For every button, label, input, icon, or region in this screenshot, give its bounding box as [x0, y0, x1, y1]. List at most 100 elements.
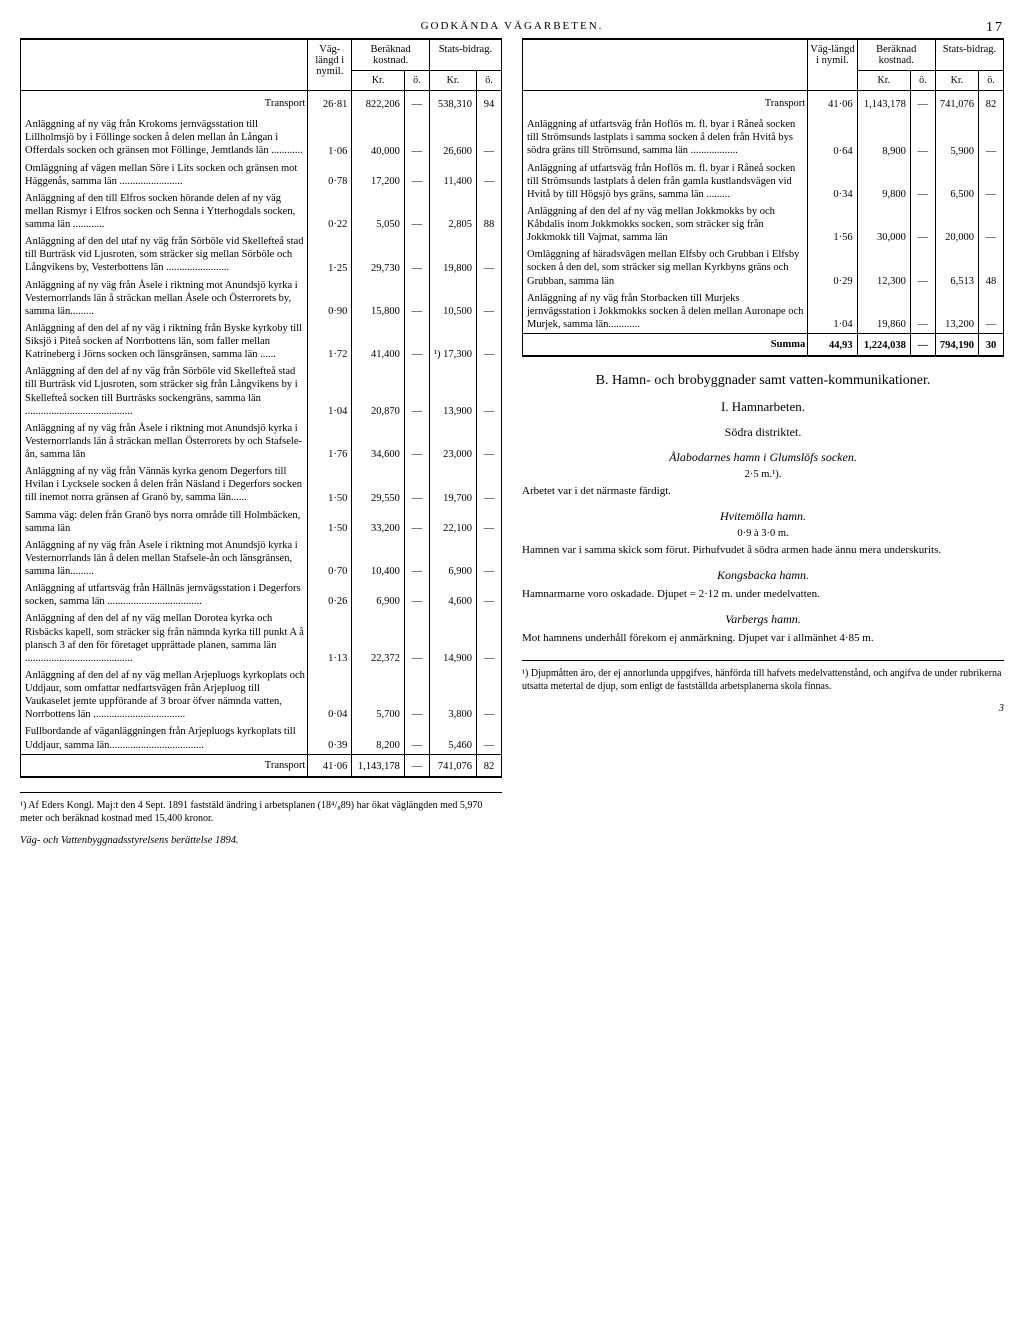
row-len: 1·76 — [308, 420, 352, 463]
row-cost-o: — — [404, 320, 429, 363]
row-grant-kr: 19,700 — [429, 463, 476, 506]
row-grant-o: — — [477, 363, 502, 420]
row-len: 0·39 — [308, 723, 352, 754]
row-len: 0·04 — [308, 667, 352, 724]
th-ore: ö. — [910, 71, 935, 91]
row-cost-kr: 12,300 — [857, 246, 910, 289]
th-grant: Stats-bidrag. — [935, 39, 1003, 71]
row-cost-kr: 10,400 — [352, 537, 404, 580]
row-grant-kr: 10,500 — [429, 277, 476, 320]
row-desc: Samma väg: delen från Granö bys norra om… — [21, 507, 308, 537]
row-len: 1·04 — [808, 290, 857, 334]
row-desc: Anläggning af ny väg från Krokoms jernvä… — [21, 116, 308, 159]
row-cost-o: — — [404, 537, 429, 580]
row-grant-kr: 20,000 — [935, 203, 978, 246]
row-cost-kr: 41,400 — [352, 320, 404, 363]
row-grant-o: — — [477, 233, 502, 276]
row-desc: Anläggning af utfartsväg från Hoflös m. … — [523, 116, 808, 159]
row-desc: Anläggning af den del utaf ny väg från S… — [21, 233, 308, 276]
row-cost-kr: 29,550 — [352, 463, 404, 506]
harbor-depth: 2·5 m.¹). — [522, 469, 1004, 480]
row-grant-kr: 6,513 — [935, 246, 978, 289]
row-len: 0·26 — [308, 580, 352, 610]
th-ore: ö. — [477, 71, 502, 91]
transport-grant-o: 94 — [477, 91, 502, 117]
row-grant-o: — — [477, 320, 502, 363]
transport-label: Transport — [21, 754, 308, 777]
row-desc: Anläggning af den del af ny väg från Sör… — [21, 363, 308, 420]
row-grant-o: 88 — [477, 190, 502, 233]
row-cost-kr: 29,730 — [352, 233, 404, 276]
row-cost-kr: 9,800 — [857, 160, 910, 203]
row-desc: Anläggning af ny väg från Storbacken til… — [523, 290, 808, 334]
row-cost-kr: 20,870 — [352, 363, 404, 420]
transport-label: Transport — [21, 91, 308, 117]
transport-cost-kr: 1,143,178 — [857, 91, 910, 117]
transport-grant-kr: 741,076 — [429, 754, 476, 777]
footer-left: Väg- och Vattenbyggnadsstyrelsens berätt… — [20, 835, 239, 846]
summa-cost-o: — — [910, 334, 935, 357]
row-len: 1·13 — [308, 610, 352, 667]
summa-grant-o: 30 — [979, 334, 1004, 357]
transport-grant-o: 82 — [979, 91, 1004, 117]
row-grant-kr: 5,460 — [429, 723, 476, 754]
row-grant-o: — — [477, 160, 502, 190]
harbor-name: Hvitemölla hamn. — [522, 509, 1004, 524]
harbor-text: Hamnarmarne voro oskadade. Djupet = 2·12… — [522, 587, 1004, 602]
row-grant-kr: 26,600 — [429, 116, 476, 159]
row-cost-kr: 17,200 — [352, 160, 404, 190]
summa-grant-kr: 794,190 — [935, 334, 978, 357]
row-grant-o: — — [477, 537, 502, 580]
row-desc: Anläggning af den del af ny väg i riktni… — [21, 320, 308, 363]
row-grant-o: — — [477, 116, 502, 159]
running-head: GODKÄNDA VÄGARBETEN. — [421, 20, 604, 32]
th-cost: Beräknad kostnad. — [857, 39, 935, 71]
row-len: 1·25 — [308, 233, 352, 276]
row-desc: Anläggning af utfartsväg från Hoflös m. … — [523, 160, 808, 203]
row-cost-kr: 30,000 — [857, 203, 910, 246]
th-cost: Beräknad kostnad. — [352, 39, 429, 71]
row-grant-o: — — [477, 420, 502, 463]
row-len: 0·22 — [308, 190, 352, 233]
row-cost-o: — — [404, 610, 429, 667]
row-cost-o: — — [404, 190, 429, 233]
row-cost-kr: 8,200 — [352, 723, 404, 754]
row-desc: Anläggning af ny väg från Åsele i riktni… — [21, 420, 308, 463]
row-grant-kr: 22,100 — [429, 507, 476, 537]
row-cost-o: — — [910, 160, 935, 203]
row-desc: Anläggning af den del af ny väg mellan A… — [21, 667, 308, 724]
th-kr: Kr. — [935, 71, 978, 91]
harbor-name: Kongsbacka hamn. — [522, 568, 1004, 583]
row-len: 1·04 — [308, 363, 352, 420]
row-len: 1·50 — [308, 507, 352, 537]
row-len: 0·70 — [308, 537, 352, 580]
th-len: Väg-längd i nymil. — [308, 39, 352, 91]
transport-cost-o: — — [910, 91, 935, 117]
row-cost-o: — — [404, 463, 429, 506]
summa-len: 44,93 — [808, 334, 857, 357]
row-len: 0·34 — [808, 160, 857, 203]
transport-grant-kr: 741,076 — [935, 91, 978, 117]
row-desc: Anläggning af den till Elfros socken hör… — [21, 190, 308, 233]
row-grant-kr: 6,900 — [429, 537, 476, 580]
row-grant-o: — — [979, 290, 1004, 334]
row-grant-o: — — [979, 203, 1004, 246]
left-road-table: Väg-längd i nymil. Beräknad kostnad. Sta… — [20, 38, 502, 778]
harbor-text: Arbetet var i det närmaste färdigt. — [522, 484, 1004, 499]
th-grant: Stats-bidrag. — [429, 39, 501, 71]
harbor-name: Ålabodarnes hamn i Glumslöfs socken. — [522, 450, 1004, 465]
row-len: 0·78 — [308, 160, 352, 190]
row-desc: Omläggning af vägen mellan Söre i Lits s… — [21, 160, 308, 190]
row-desc: Anläggning af den del af ny väg mellan D… — [21, 610, 308, 667]
row-desc: Omläggning af häradsvägen mellan Elfsby … — [523, 246, 808, 289]
row-cost-o: — — [404, 233, 429, 276]
row-grant-o: — — [979, 116, 1004, 159]
th-ore: ö. — [979, 71, 1004, 91]
row-grant-kr: 23,000 — [429, 420, 476, 463]
harbor-depth: 0·9 à 3·0 m. — [522, 528, 1004, 539]
left-footnote: ¹) Af Eders Kongl. Maj:t den 4 Sept. 189… — [20, 792, 502, 825]
row-grant-o: — — [477, 507, 502, 537]
row-grant-o: — — [477, 610, 502, 667]
transport-cost-o: — — [404, 754, 429, 777]
row-desc: Anläggning af ny väg från Åsele i riktni… — [21, 537, 308, 580]
